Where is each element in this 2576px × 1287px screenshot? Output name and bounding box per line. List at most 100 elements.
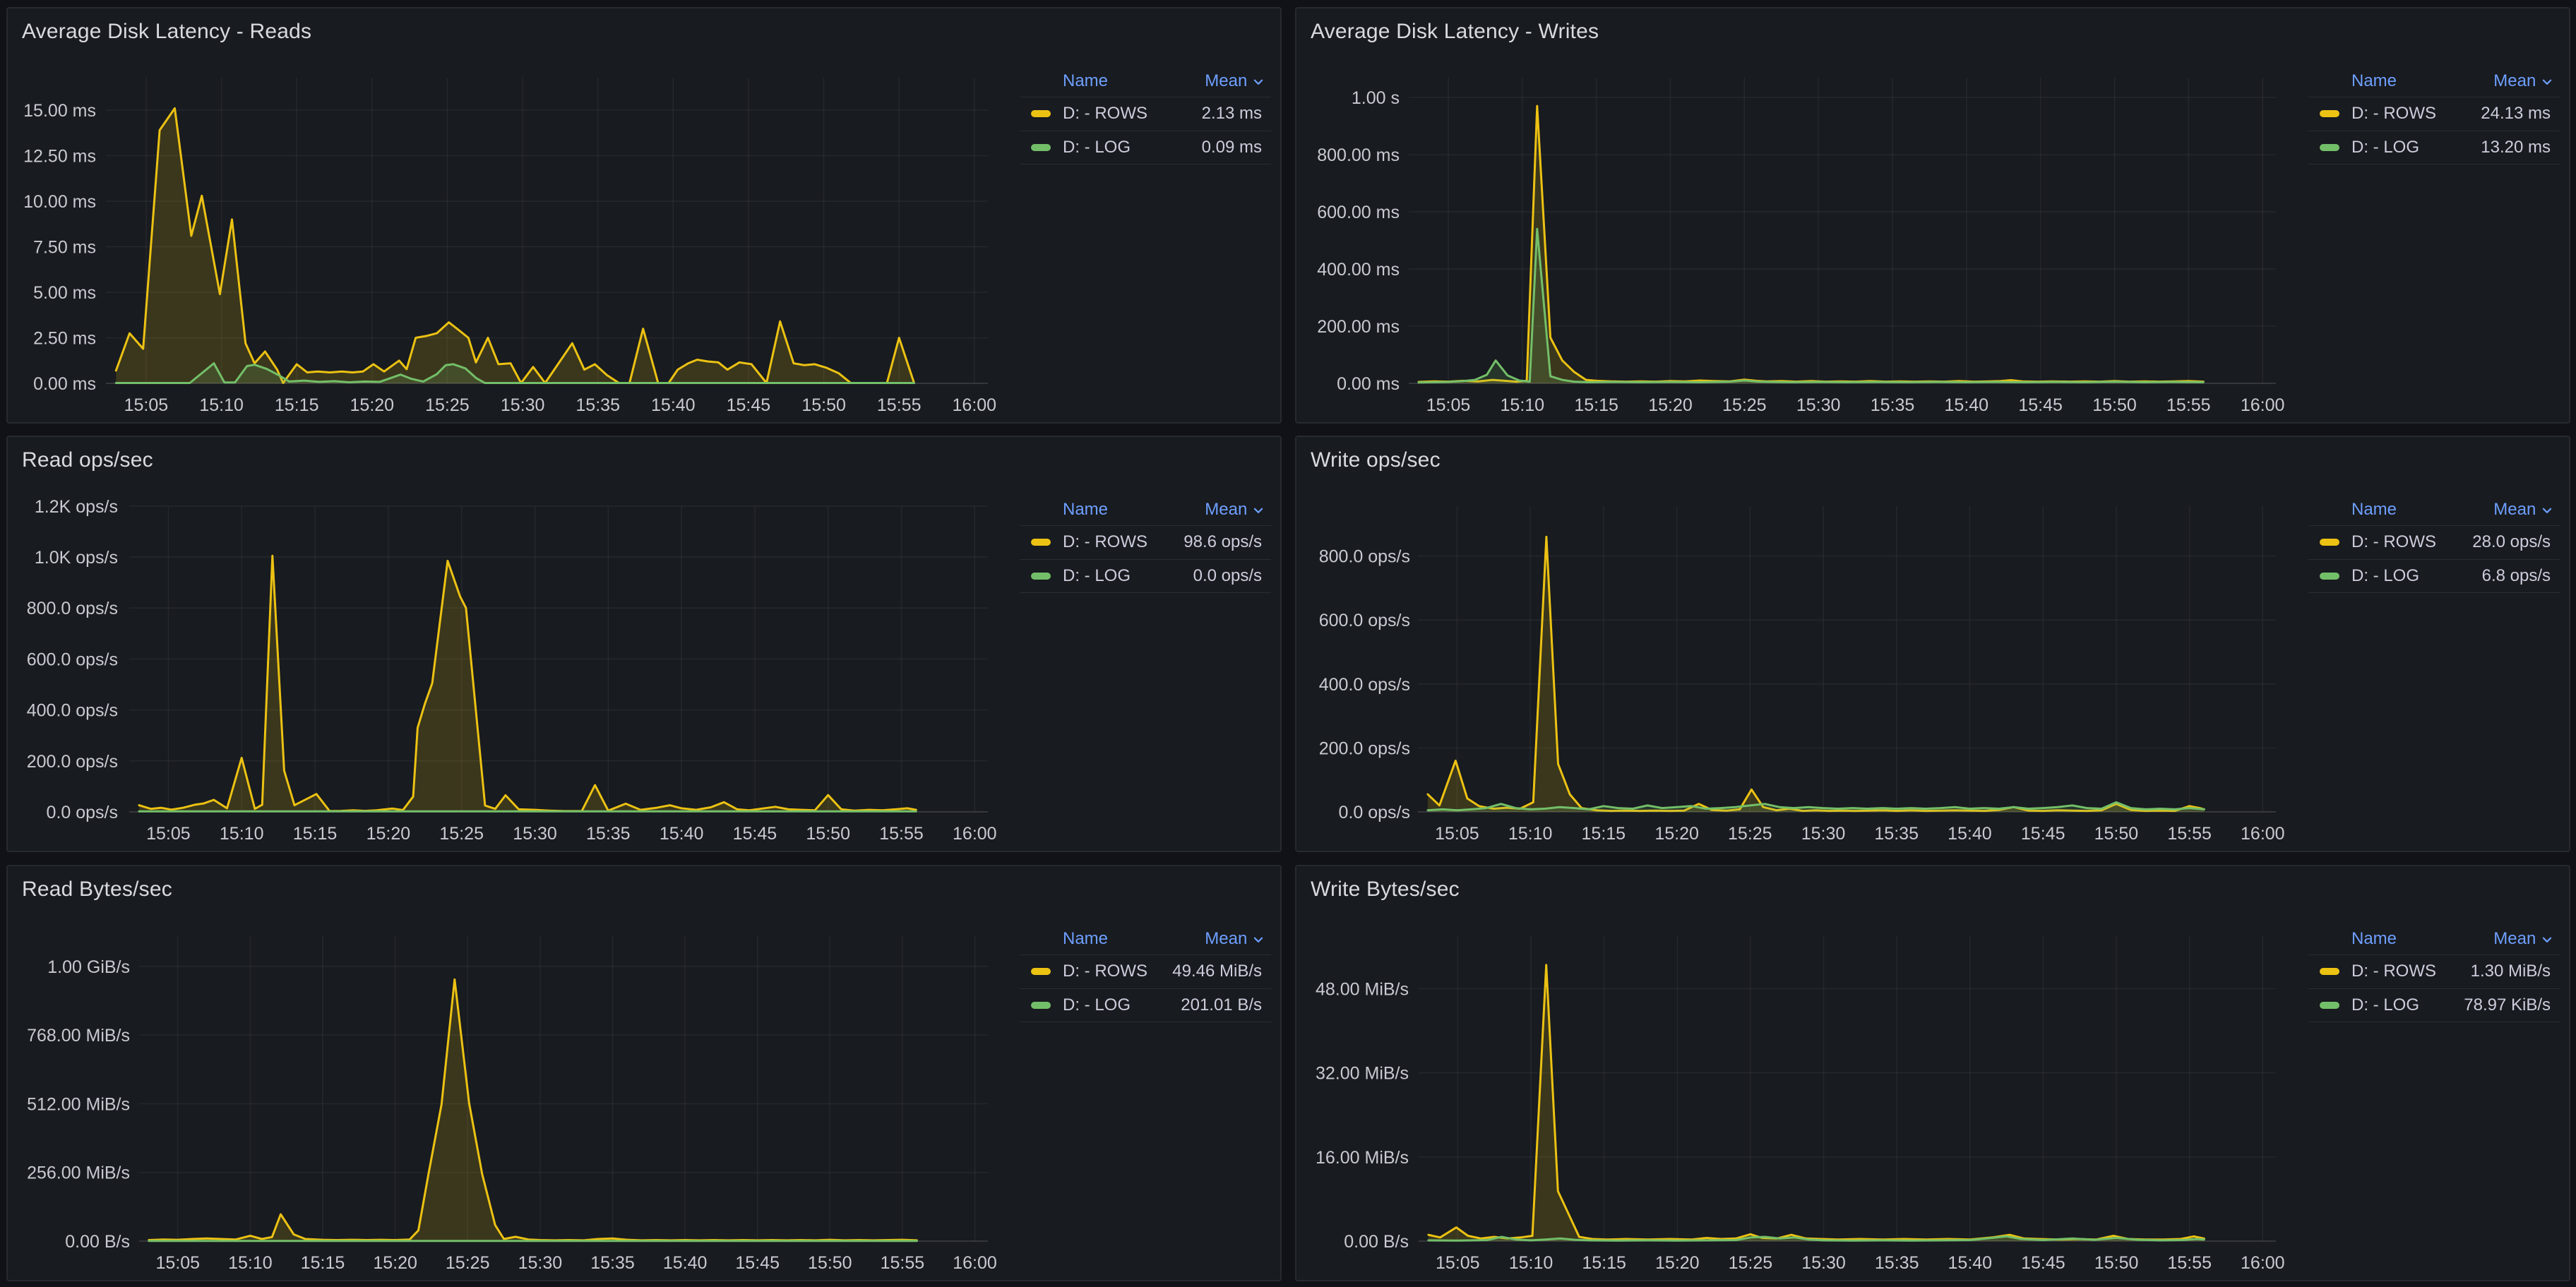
svg-text:400.00 ms: 400.00 ms — [1317, 260, 1400, 280]
svg-text:15:15: 15:15 — [293, 824, 338, 844]
svg-text:256.00 MiB/s: 256.00 MiB/s — [27, 1163, 130, 1183]
svg-text:15:20: 15:20 — [1648, 395, 1693, 415]
svg-text:32.00 MiB/s: 32.00 MiB/s — [1316, 1064, 1409, 1084]
svg-text:15:55: 15:55 — [879, 824, 924, 844]
svg-text:1.00 GiB/s: 1.00 GiB/s — [47, 957, 130, 977]
svg-text:15:30: 15:30 — [1801, 1253, 1846, 1273]
svg-text:15:45: 15:45 — [735, 1253, 780, 1273]
svg-text:512.00 MiB/s: 512.00 MiB/s — [27, 1094, 130, 1114]
svg-text:15:30: 15:30 — [1796, 395, 1841, 415]
svg-text:800.0 ops/s: 800.0 ops/s — [1319, 547, 1410, 567]
svg-text:15:40: 15:40 — [651, 395, 696, 415]
svg-text:15:05: 15:05 — [1436, 1253, 1480, 1273]
svg-text:1.2K ops/s: 1.2K ops/s — [35, 497, 118, 517]
svg-text:15:20: 15:20 — [366, 824, 411, 844]
svg-text:15:05: 15:05 — [156, 1253, 201, 1273]
svg-text:200.0 ops/s: 200.0 ops/s — [1319, 738, 1410, 758]
svg-text:0.0 ops/s: 0.0 ops/s — [1339, 803, 1410, 822]
svg-text:15:20: 15:20 — [1654, 824, 1699, 844]
svg-text:768.00 MiB/s: 768.00 MiB/s — [27, 1026, 130, 1046]
svg-text:15:10: 15:10 — [1508, 824, 1553, 844]
svg-text:15:05: 15:05 — [1426, 395, 1471, 415]
svg-text:15:55: 15:55 — [877, 395, 922, 415]
svg-text:16:00: 16:00 — [953, 395, 997, 415]
svg-text:15:40: 15:40 — [660, 824, 704, 844]
svg-text:16:00: 16:00 — [2241, 824, 2285, 844]
svg-text:7.50 ms: 7.50 ms — [33, 238, 96, 258]
svg-text:15:45: 15:45 — [727, 395, 771, 415]
svg-text:16:00: 16:00 — [953, 824, 997, 844]
svg-text:200.00 ms: 200.00 ms — [1317, 317, 1400, 337]
svg-text:48.00 MiB/s: 48.00 MiB/s — [1316, 979, 1409, 999]
svg-text:15:45: 15:45 — [2021, 1253, 2065, 1273]
svg-text:15:25: 15:25 — [446, 1253, 490, 1273]
svg-text:15:30: 15:30 — [518, 1253, 563, 1273]
svg-text:15:50: 15:50 — [2094, 824, 2139, 844]
svg-text:16.00 MiB/s: 16.00 MiB/s — [1316, 1148, 1409, 1168]
svg-text:15:50: 15:50 — [808, 1253, 852, 1273]
svg-text:15:40: 15:40 — [663, 1253, 708, 1273]
svg-text:15:10: 15:10 — [228, 1253, 273, 1273]
svg-text:15:15: 15:15 — [1582, 1253, 1626, 1273]
svg-text:0.00 ms: 0.00 ms — [33, 374, 96, 394]
svg-text:15:55: 15:55 — [2167, 824, 2212, 844]
svg-text:5.00 ms: 5.00 ms — [33, 283, 96, 303]
svg-text:1.0K ops/s: 1.0K ops/s — [35, 548, 118, 568]
svg-text:15:45: 15:45 — [2021, 824, 2065, 844]
svg-text:15:20: 15:20 — [350, 395, 395, 415]
svg-text:400.0 ops/s: 400.0 ops/s — [27, 701, 118, 721]
svg-text:600.0 ops/s: 600.0 ops/s — [27, 650, 118, 669]
svg-text:600.0 ops/s: 600.0 ops/s — [1319, 611, 1410, 630]
svg-text:0.00 B/s: 0.00 B/s — [1344, 1232, 1409, 1252]
svg-text:15:35: 15:35 — [1875, 1253, 1919, 1273]
svg-text:15:05: 15:05 — [124, 395, 169, 415]
svg-text:10.00 ms: 10.00 ms — [23, 192, 96, 212]
svg-text:16:00: 16:00 — [2241, 1253, 2285, 1273]
svg-text:15:15: 15:15 — [1582, 824, 1626, 844]
svg-text:15:35: 15:35 — [590, 1253, 635, 1273]
svg-text:15:35: 15:35 — [1871, 395, 1915, 415]
svg-text:15:15: 15:15 — [1574, 395, 1618, 415]
svg-text:15.00 ms: 15.00 ms — [23, 101, 96, 121]
svg-text:15:55: 15:55 — [881, 1253, 925, 1273]
svg-text:16:00: 16:00 — [2241, 395, 2285, 415]
svg-text:600.00 ms: 600.00 ms — [1317, 203, 1400, 222]
svg-text:1.00 s: 1.00 s — [1352, 88, 1400, 108]
svg-text:0.0 ops/s: 0.0 ops/s — [47, 803, 118, 822]
svg-text:200.0 ops/s: 200.0 ops/s — [27, 752, 118, 772]
svg-text:15:40: 15:40 — [1948, 1253, 1993, 1273]
svg-text:2.50 ms: 2.50 ms — [33, 329, 96, 349]
svg-text:15:30: 15:30 — [501, 395, 545, 415]
svg-text:15:45: 15:45 — [2018, 395, 2063, 415]
svg-text:15:25: 15:25 — [1728, 824, 1772, 844]
svg-text:15:20: 15:20 — [373, 1253, 417, 1273]
svg-text:0.00 B/s: 0.00 B/s — [65, 1232, 130, 1252]
svg-text:12.50 ms: 12.50 ms — [23, 147, 96, 167]
svg-text:15:50: 15:50 — [801, 395, 846, 415]
svg-text:15:10: 15:10 — [220, 824, 264, 844]
svg-text:15:50: 15:50 — [2094, 1253, 2139, 1273]
svg-text:15:25: 15:25 — [425, 395, 470, 415]
svg-text:15:40: 15:40 — [1945, 395, 1989, 415]
svg-text:400.0 ops/s: 400.0 ops/s — [1319, 675, 1410, 695]
svg-text:800.00 ms: 800.00 ms — [1317, 145, 1400, 165]
svg-text:15:30: 15:30 — [513, 824, 557, 844]
svg-text:15:35: 15:35 — [586, 824, 631, 844]
svg-text:15:35: 15:35 — [576, 395, 620, 415]
svg-text:0.00 ms: 0.00 ms — [1337, 374, 1400, 394]
svg-text:15:50: 15:50 — [2092, 395, 2137, 415]
svg-text:15:15: 15:15 — [301, 1253, 345, 1273]
svg-text:15:25: 15:25 — [1722, 395, 1767, 415]
svg-text:15:10: 15:10 — [1509, 1253, 1554, 1273]
svg-text:15:40: 15:40 — [1948, 824, 1992, 844]
svg-text:15:55: 15:55 — [2166, 395, 2211, 415]
svg-text:15:30: 15:30 — [1801, 824, 1846, 844]
svg-text:15:20: 15:20 — [1655, 1253, 1700, 1273]
svg-text:15:10: 15:10 — [1501, 395, 1545, 415]
svg-text:15:10: 15:10 — [199, 395, 244, 415]
svg-text:800.0 ops/s: 800.0 ops/s — [27, 599, 118, 618]
svg-text:15:50: 15:50 — [806, 824, 850, 844]
svg-text:15:05: 15:05 — [146, 824, 191, 844]
svg-text:15:35: 15:35 — [1874, 824, 1919, 844]
svg-text:15:25: 15:25 — [1729, 1253, 1773, 1273]
